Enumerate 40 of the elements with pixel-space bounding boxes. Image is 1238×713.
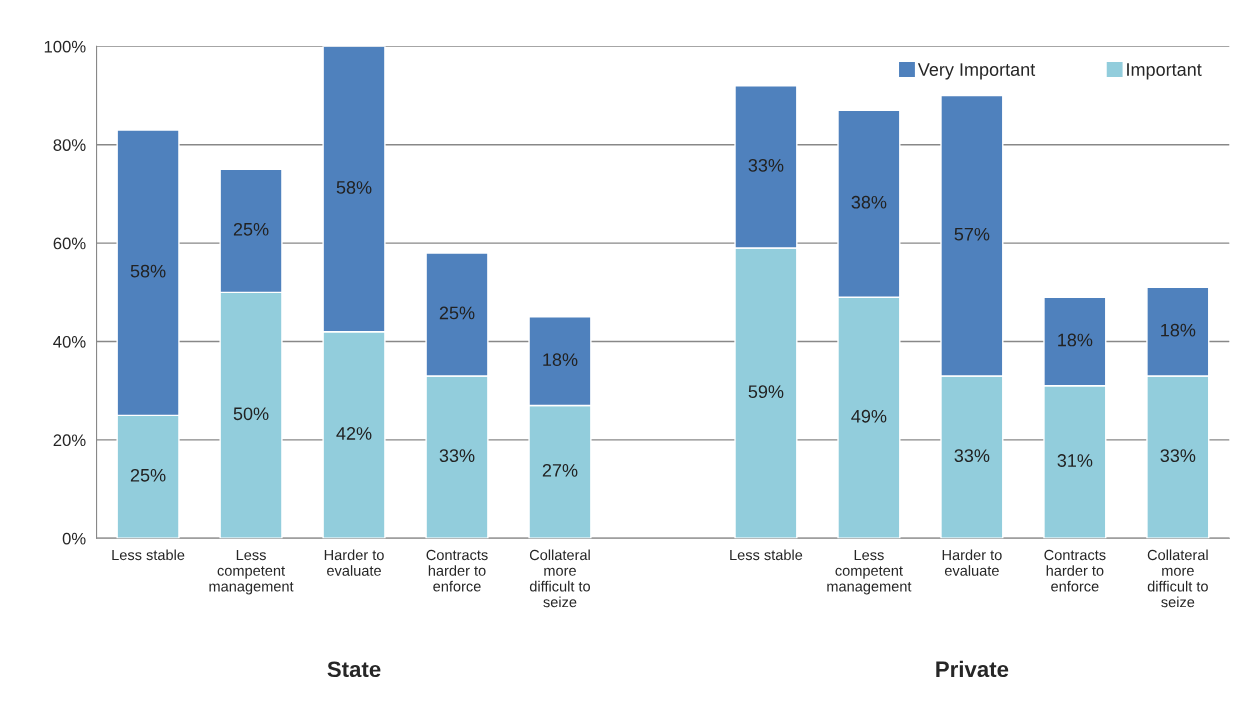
data-label: 25%: [233, 222, 269, 236]
data-label: 33%: [439, 449, 475, 462]
x-tick-label: Collateral more difficult to seize: [529, 549, 591, 608]
legend-label: Very Important: [917, 63, 1036, 80]
data-label: 25%: [439, 306, 475, 320]
x-tick-label: Less competent management: [827, 549, 912, 595]
data-label: 18%: [543, 353, 578, 367]
y-tick-label: 80%: [53, 139, 86, 151]
y-tick-label: 0%: [62, 532, 86, 545]
data-label: 31%: [1057, 454, 1093, 467]
data-label: 27%: [542, 463, 578, 477]
y-tick-label: 20%: [53, 434, 86, 447]
text: Private: [936, 660, 1009, 678]
data-label: 50%: [233, 407, 269, 421]
data-label: 58%: [336, 181, 372, 194]
x-tick-label: Less stable: [730, 549, 803, 561]
data-label: 25%: [130, 468, 166, 482]
data-label: 38%: [851, 195, 887, 209]
data-label: 33%: [1160, 449, 1196, 462]
y-tick-label: 40%: [53, 335, 86, 348]
data-label: 49%: [851, 409, 887, 423]
x-tick-label: Contracts harder to enforce: [1044, 549, 1106, 592]
x-tick-label: Less stable: [112, 549, 185, 561]
data-label: 33%: [748, 158, 784, 172]
text: State: [327, 661, 381, 678]
data-label: 59%: [748, 385, 784, 399]
data-label: 33%: [954, 449, 990, 462]
y-tick-label: 100%: [44, 40, 86, 53]
data-label: 42%: [336, 427, 372, 440]
x-tick-label: Harder to evaluate: [942, 549, 1002, 576]
data-label: 18%: [1058, 333, 1093, 347]
data-label: 57%: [954, 227, 990, 241]
legend-label: Important: [1127, 63, 1202, 80]
x-tick-label: Harder to evaluate: [324, 549, 384, 576]
x-tick-label: Contracts harder to enforce: [426, 549, 488, 592]
data-label: 18%: [1161, 323, 1196, 337]
data-label: 58%: [130, 264, 166, 278]
x-tick-label: Collateral more difficult to seize: [1147, 549, 1208, 608]
x-tick-label: Less competent management: [209, 549, 294, 595]
y-tick-label: 60%: [53, 237, 86, 250]
